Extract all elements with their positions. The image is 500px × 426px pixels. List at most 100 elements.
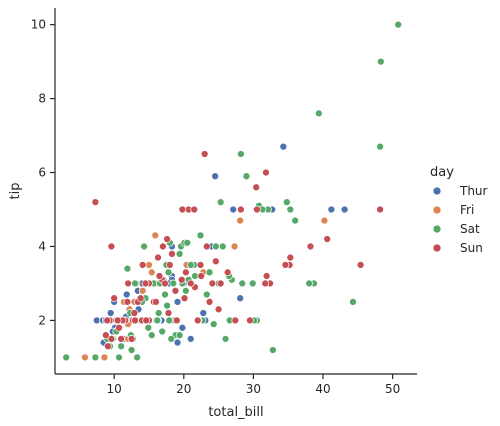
data-point bbox=[147, 268, 156, 277]
legend-label: Sat bbox=[460, 222, 480, 236]
data-point bbox=[214, 305, 223, 314]
data-point bbox=[113, 316, 122, 325]
data-point bbox=[238, 279, 247, 288]
data-point bbox=[62, 353, 70, 362]
data-point bbox=[130, 309, 139, 317]
data-point bbox=[279, 142, 288, 151]
data-point bbox=[291, 216, 300, 225]
data-point bbox=[117, 342, 125, 351]
data-point bbox=[216, 198, 225, 206]
data-point bbox=[286, 253, 295, 262]
legend: day Thur Fri Sat Sun bbox=[430, 165, 488, 255]
data-point bbox=[144, 323, 153, 332]
axes: 10 20 30 40 50 2 4 6 8 10 bbox=[31, 8, 417, 396]
data-point bbox=[218, 242, 227, 251]
data-point bbox=[183, 238, 192, 247]
data-point bbox=[153, 316, 162, 325]
data-point bbox=[208, 279, 217, 288]
data-point bbox=[173, 338, 182, 347]
data-point bbox=[123, 298, 132, 306]
y-axis-label: tip bbox=[8, 183, 23, 200]
data-point bbox=[81, 353, 89, 362]
data-point bbox=[154, 309, 163, 317]
data-point bbox=[110, 294, 119, 303]
data-point bbox=[211, 257, 220, 266]
data-point bbox=[314, 109, 323, 118]
data-point bbox=[169, 279, 178, 288]
data-point bbox=[123, 264, 132, 273]
data-point bbox=[178, 205, 187, 214]
data-point bbox=[202, 242, 211, 251]
data-point bbox=[190, 205, 199, 214]
x-ticks: 10 20 30 40 50 bbox=[107, 374, 400, 396]
data-point bbox=[376, 57, 385, 66]
data-point bbox=[141, 279, 150, 288]
data-point bbox=[171, 286, 180, 295]
legend-marker bbox=[432, 224, 442, 234]
data-point bbox=[262, 168, 270, 177]
data-point bbox=[147, 331, 156, 340]
data-point bbox=[138, 286, 147, 295]
data-point bbox=[127, 346, 136, 354]
data-point bbox=[136, 294, 145, 303]
legend-marker bbox=[432, 205, 442, 215]
data-point bbox=[107, 335, 116, 343]
data-point bbox=[236, 294, 245, 303]
data-point bbox=[205, 268, 214, 277]
legend-title: day bbox=[430, 165, 454, 180]
data-point bbox=[223, 268, 232, 277]
data-point bbox=[163, 301, 171, 310]
data-point bbox=[158, 327, 167, 336]
data-point bbox=[193, 316, 202, 325]
data-point bbox=[305, 279, 313, 288]
legend-items: Thur Fri Sat Sun bbox=[432, 184, 488, 255]
data-point bbox=[186, 261, 195, 269]
data-point bbox=[349, 298, 357, 306]
data-point bbox=[161, 279, 169, 288]
x-tick-label: 50 bbox=[385, 382, 400, 396]
data-point bbox=[167, 335, 176, 343]
data-point bbox=[186, 279, 195, 288]
data-point bbox=[229, 205, 238, 214]
y-tick-label: 10 bbox=[31, 18, 46, 32]
data-point bbox=[221, 335, 230, 343]
data-point bbox=[115, 323, 123, 332]
data-point bbox=[163, 235, 171, 243]
data-point bbox=[180, 294, 189, 303]
data-point bbox=[154, 253, 162, 262]
data-point bbox=[242, 172, 251, 181]
data-points bbox=[62, 20, 403, 362]
legend-label: Thur bbox=[459, 184, 488, 198]
data-point bbox=[106, 309, 115, 317]
data-point bbox=[202, 290, 211, 299]
data-point bbox=[236, 216, 245, 225]
data-point bbox=[133, 353, 141, 362]
data-point bbox=[246, 316, 254, 325]
y-ticks: 2 4 6 8 10 bbox=[31, 18, 55, 327]
data-point bbox=[165, 316, 174, 325]
x-tick-label: 40 bbox=[315, 382, 330, 396]
data-point bbox=[248, 279, 257, 288]
data-point bbox=[340, 205, 349, 214]
x-tick-label: 10 bbox=[107, 382, 122, 396]
x-tick-label: 20 bbox=[176, 382, 191, 396]
data-point bbox=[306, 242, 315, 251]
data-point bbox=[269, 346, 277, 354]
data-point bbox=[172, 316, 181, 325]
series-sun bbox=[91, 150, 384, 351]
data-point bbox=[282, 198, 291, 206]
legend-label: Fri bbox=[460, 203, 474, 217]
data-point bbox=[211, 242, 220, 251]
data-point bbox=[127, 335, 136, 343]
data-point bbox=[124, 279, 132, 288]
data-point bbox=[177, 275, 186, 284]
data-point bbox=[186, 335, 195, 343]
data-point bbox=[327, 205, 336, 214]
y-tick-label: 8 bbox=[38, 92, 46, 106]
data-point bbox=[175, 249, 184, 258]
data-point bbox=[211, 172, 219, 181]
data-point bbox=[175, 331, 184, 340]
data-point bbox=[103, 316, 112, 325]
data-point bbox=[101, 331, 110, 340]
data-point bbox=[394, 20, 403, 29]
